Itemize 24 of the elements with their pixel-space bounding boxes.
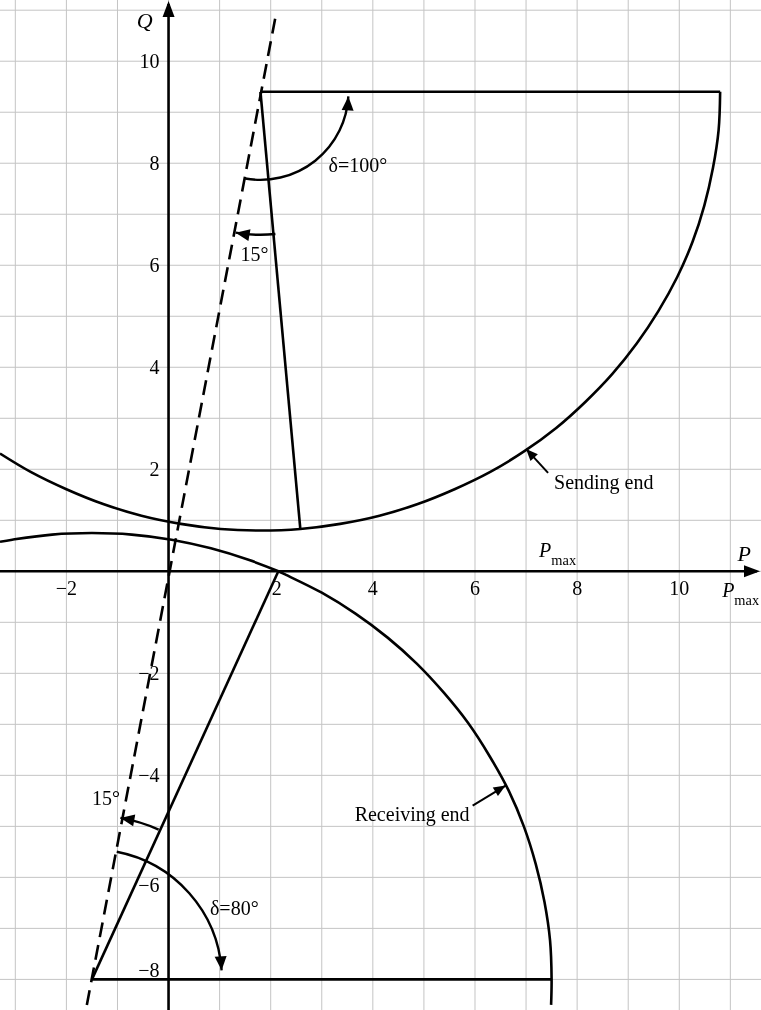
y-tick-label: 8 bbox=[149, 152, 160, 175]
annotation: 15° bbox=[240, 242, 269, 265]
y-tick-label: −8 bbox=[138, 959, 160, 982]
x-tick-label: 4 bbox=[367, 577, 378, 600]
annotation: P$_{max}$ bbox=[538, 539, 577, 569]
x-axis-title: P bbox=[736, 541, 751, 567]
annotation: Receiving end bbox=[354, 802, 470, 826]
y-tick-label: 10 bbox=[139, 50, 160, 73]
y-axis-title: Q bbox=[136, 8, 153, 33]
annotation: δ=100° bbox=[328, 153, 388, 176]
annotation: δ=80° bbox=[209, 897, 259, 920]
x-tick-label: 8 bbox=[572, 577, 583, 600]
y-tick-label: −6 bbox=[138, 874, 160, 897]
annotation: Sending end bbox=[554, 470, 654, 494]
x-tick-label: −2 bbox=[55, 577, 78, 600]
y-tick-label: −2 bbox=[138, 662, 160, 685]
annotation: 15° bbox=[91, 787, 120, 810]
x-tick-label: 10 bbox=[669, 577, 690, 600]
y-tick-label: 4 bbox=[149, 356, 160, 379]
x-tick-label: 6 bbox=[469, 577, 480, 600]
y-tick-label: 2 bbox=[149, 458, 160, 481]
annotation: P$_{max}$ bbox=[721, 579, 760, 609]
y-tick-label: −4 bbox=[138, 764, 160, 787]
y-tick-label: 6 bbox=[149, 254, 160, 277]
